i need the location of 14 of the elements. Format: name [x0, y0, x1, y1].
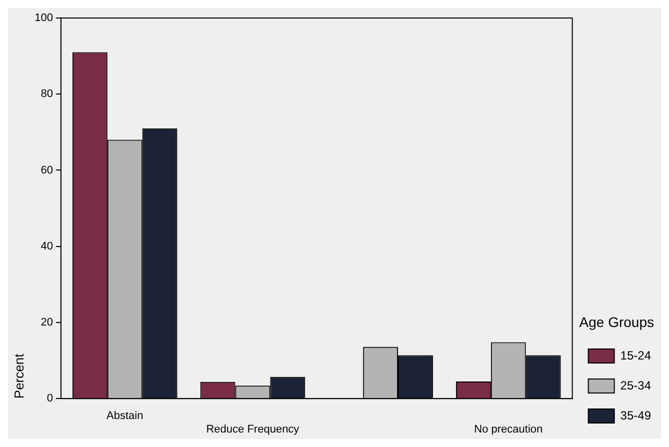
legend-label: 35-49 [620, 408, 652, 422]
y-tick-label: 100 [34, 12, 53, 24]
x-tick-label: Reduce Frequency [206, 423, 300, 436]
x-tick-label: No precaution [474, 423, 543, 436]
y-tick-label: 60 [40, 164, 53, 176]
legend-label: 15-24 [620, 348, 652, 362]
y-axis-title: Percent [11, 353, 26, 399]
y-tick-label: 20 [40, 316, 53, 329]
x-tick-label: Abstain [106, 410, 144, 422]
y-tick-label: 80 [40, 88, 53, 100]
legend-label: 25-34 [620, 378, 652, 392]
legend-title: Age Groups [579, 314, 654, 330]
y-tick-label: 40 [40, 240, 53, 252]
y-tick-label: 0 [46, 392, 53, 405]
